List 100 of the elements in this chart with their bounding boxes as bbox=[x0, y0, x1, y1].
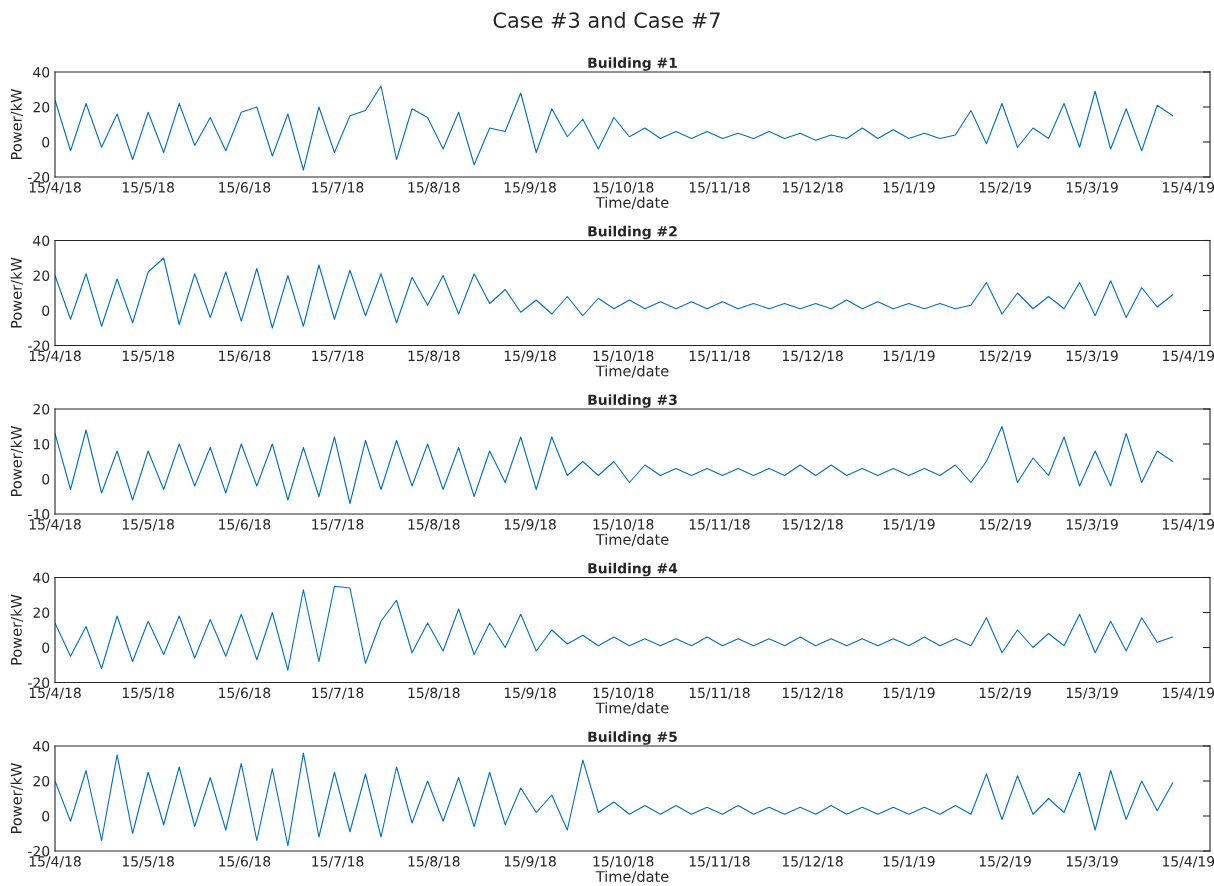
text: Case #3 and Case #7 bbox=[493, 11, 720, 29]
x-tick-label: 15/4/19 bbox=[1163, 519, 1214, 531]
chart-title: Building #3 bbox=[588, 394, 677, 408]
x-tick-label: 15/6/18 bbox=[219, 687, 271, 700]
y-tick-label: 20 bbox=[33, 101, 50, 113]
x-tick-label: 15/4/18 bbox=[29, 519, 81, 531]
y-tick-label: -10 bbox=[28, 508, 50, 520]
x-tick-label: 15/10/18 bbox=[593, 350, 654, 363]
y-tick-label: -20 bbox=[28, 845, 50, 857]
y-tick-label: 0 bbox=[42, 305, 50, 316]
x-tick-label: 15/8/18 bbox=[408, 856, 460, 868]
y-tick-label: -20 bbox=[28, 340, 50, 351]
x-axis-title: Time/date bbox=[595, 870, 669, 884]
x-tick-label: 15/11/18 bbox=[689, 687, 750, 700]
x-tick-label: 15/5/18 bbox=[122, 856, 174, 868]
x-tick-label: 15/10/18 bbox=[593, 182, 654, 194]
line-series bbox=[55, 752, 1174, 847]
x-axis-title: Time/date bbox=[595, 196, 669, 210]
x-tick-label: 15/4/18 bbox=[29, 687, 81, 700]
x-tick-label: 15/11/18 bbox=[689, 182, 750, 194]
line-series bbox=[55, 85, 1174, 171]
line-series bbox=[55, 585, 1174, 671]
y-tick-label: 0 bbox=[42, 810, 50, 822]
y-axis-title: Power/kW bbox=[10, 426, 23, 496]
x-tick-label: 15/4/19 bbox=[1163, 182, 1214, 194]
x-tick-label: 15/7/18 bbox=[312, 687, 364, 700]
x-tick-label: 15/11/18 bbox=[689, 350, 750, 363]
x-tick-label: 15/5/18 bbox=[122, 519, 174, 531]
chart-title: Building #2 bbox=[588, 225, 677, 240]
x-tick-label: 15/2/19 bbox=[979, 519, 1031, 531]
chart-title: Building #4 bbox=[588, 562, 678, 577]
chart-title: Building #1 bbox=[588, 57, 677, 71]
y-tick-label: 40 bbox=[33, 572, 50, 583]
x-tick-label: 15/12/18 bbox=[782, 519, 843, 531]
x-tick-label: 15/4/18 bbox=[29, 182, 81, 194]
y-tick-label: 20 bbox=[33, 775, 50, 787]
x-tick-label: 15/6/18 bbox=[219, 350, 271, 363]
line-series bbox=[55, 257, 1174, 329]
y-axis-title: Power/kW bbox=[10, 89, 23, 159]
x-tick-label: 15/7/18 bbox=[312, 350, 364, 363]
x-tick-label: 15/1/19 bbox=[883, 182, 935, 194]
y-tick-label: -20 bbox=[28, 677, 50, 688]
y-axis-title: Power/kW bbox=[10, 594, 23, 665]
x-tick-label: 15/12/18 bbox=[782, 856, 843, 868]
x-tick-label: 15/2/19 bbox=[979, 856, 1031, 868]
x-tick-label: 15/8/18 bbox=[408, 519, 460, 531]
y-tick-label: 20 bbox=[33, 607, 50, 618]
x-tick-label: 15/12/18 bbox=[782, 350, 843, 363]
x-tick-label: 15/3/19 bbox=[1066, 687, 1118, 700]
x-tick-label: 15/5/18 bbox=[122, 350, 174, 363]
x-tick-label: 15/7/18 bbox=[312, 182, 364, 194]
x-tick-label: 15/4/19 bbox=[1163, 350, 1214, 363]
x-tick-label: 15/11/18 bbox=[689, 856, 750, 868]
chart-title: Building #5 bbox=[588, 731, 677, 745]
x-tick-label: 15/10/18 bbox=[593, 856, 654, 868]
x-tick-label: 15/11/18 bbox=[689, 519, 750, 531]
x-tick-label: 15/1/19 bbox=[883, 856, 935, 868]
x-tick-label: 15/10/18 bbox=[593, 519, 654, 531]
y-tick-label: 40 bbox=[33, 66, 50, 78]
x-tick-label: 15/4/19 bbox=[1163, 856, 1214, 868]
x-tick-label: 15/3/19 bbox=[1066, 350, 1118, 363]
y-axis-title: Power/kW bbox=[10, 763, 23, 833]
x-tick-label: 15/6/18 bbox=[219, 519, 271, 531]
x-tick-label: 15/8/18 bbox=[408, 182, 460, 194]
x-tick-label: 15/9/18 bbox=[504, 350, 556, 363]
x-tick-label: 15/3/19 bbox=[1066, 856, 1118, 868]
x-tick-label: 15/9/18 bbox=[504, 687, 556, 700]
x-axis-title: Time/date bbox=[595, 702, 669, 715]
x-tick-label: 15/8/18 bbox=[408, 687, 460, 700]
x-tick-label: 15/9/18 bbox=[504, 856, 556, 868]
y-axis-title: Power/kW bbox=[10, 257, 23, 328]
x-tick-label: 15/4/19 bbox=[1163, 687, 1214, 700]
x-tick-label: 15/3/19 bbox=[1066, 519, 1118, 531]
x-tick-label: 15/8/18 bbox=[408, 350, 460, 363]
x-tick-label: 15/9/18 bbox=[504, 182, 556, 194]
y-tick-label: 20 bbox=[33, 403, 50, 415]
x-tick-label: 15/6/18 bbox=[219, 856, 271, 868]
x-tick-label: 15/1/19 bbox=[883, 687, 935, 700]
x-tick-label: 15/2/19 bbox=[979, 182, 1031, 194]
x-tick-label: 15/12/18 bbox=[782, 687, 843, 700]
x-axis-title: Time/date bbox=[595, 533, 669, 547]
y-tick-label: 40 bbox=[33, 235, 50, 246]
x-tick-label: 15/1/19 bbox=[883, 519, 935, 531]
x-tick-label: 15/3/19 bbox=[1066, 182, 1118, 194]
x-axis-title: Time/date bbox=[595, 365, 669, 378]
x-tick-label: 15/6/18 bbox=[219, 182, 271, 194]
y-tick-label: 0 bbox=[42, 642, 50, 653]
x-tick-label: 15/9/18 bbox=[504, 519, 556, 531]
y-tick-label: 10 bbox=[33, 438, 50, 450]
y-tick-label: 40 bbox=[33, 740, 50, 752]
x-tick-label: 15/4/18 bbox=[29, 856, 81, 868]
x-tick-label: 15/5/18 bbox=[122, 182, 174, 194]
x-tick-label: 15/2/19 bbox=[979, 350, 1031, 363]
y-tick-label: 0 bbox=[42, 473, 50, 485]
x-tick-label: 15/7/18 bbox=[312, 519, 364, 531]
x-tick-label: 15/2/19 bbox=[979, 687, 1031, 700]
x-tick-label: 15/5/18 bbox=[122, 687, 174, 700]
y-tick-label: 20 bbox=[33, 270, 50, 281]
y-tick-label: -20 bbox=[28, 171, 50, 183]
x-tick-label: 15/4/18 bbox=[29, 350, 81, 363]
